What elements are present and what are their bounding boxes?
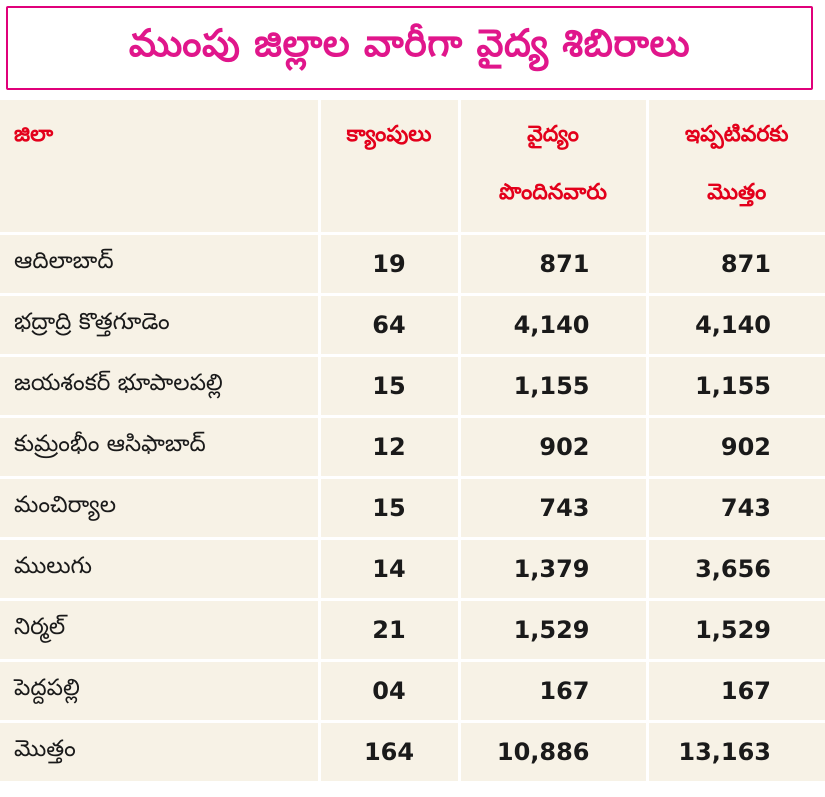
table-row: మంచిర్యాల 15 743 743 <box>0 477 825 540</box>
cell-total: 871 <box>645 233 825 296</box>
cell-treated: 167 <box>457 660 647 723</box>
table-row: ములుగు 14 1,379 3,656 <box>0 538 825 601</box>
cell-camps: 19 <box>317 233 459 296</box>
cell-camps: 04 <box>317 660 459 723</box>
cell-district: జయశంకర్ భూపాలపల్లి <box>0 355 319 418</box>
cell-district: ఆదిలాబాద్ <box>0 233 319 296</box>
cell-camps: 21 <box>317 599 459 662</box>
header-camps-label: క్యాంపులు <box>346 122 432 147</box>
title-banner: ముంపు జిల్లాల వారీగా వైద్య శిబిరాలు <box>6 6 813 90</box>
table-row: జయశంకర్ భూపాలపల్లి 15 1,155 1,155 <box>0 355 825 418</box>
cell-total: 4,140 <box>645 294 825 357</box>
cell-district: మొత్తం <box>0 721 319 781</box>
cell-total: 1,155 <box>645 355 825 418</box>
cell-camps: 12 <box>317 416 459 479</box>
cell-treated: 10,886 <box>457 721 647 781</box>
cell-district: మంచిర్యాల <box>0 477 319 540</box>
cell-total: 1,529 <box>645 599 825 662</box>
cell-total: 167 <box>645 660 825 723</box>
cell-treated: 4,140 <box>457 294 647 357</box>
cell-camps: 64 <box>317 294 459 357</box>
header-treated-line1: వైద్యం <box>527 122 579 147</box>
cell-treated: 1,155 <box>457 355 647 418</box>
cell-treated: 1,529 <box>457 599 647 662</box>
cell-treated: 871 <box>457 233 647 296</box>
cell-total: 743 <box>645 477 825 540</box>
table-header-row: జిలా క్యాంపులు వైద్యం పొందినవారు ఇప్పటివ… <box>0 100 825 235</box>
header-treated-line2: పొందినవారు <box>499 180 607 205</box>
table-row: ఆదిలాబాద్ 19 871 871 <box>0 233 825 296</box>
cell-total: 13,163 <box>645 721 825 781</box>
cell-camps: 15 <box>317 477 459 540</box>
medical-camps-table: జిలా క్యాంపులు వైద్యం పొందినవారు ఇప్పటివ… <box>0 100 825 781</box>
cell-district: భద్రాద్రి కొత్తగూడెం <box>0 294 319 357</box>
table-row: పెద్దపల్లి 04 167 167 <box>0 660 825 723</box>
header-district: జిలా <box>0 100 319 235</box>
header-camps: క్యాంపులు <box>317 100 459 235</box>
cell-treated: 1,379 <box>457 538 647 601</box>
cell-district: పెద్దపల్లి <box>0 660 319 723</box>
cell-district: ములుగు <box>0 538 319 601</box>
header-district-label: జిలా <box>14 122 54 147</box>
cell-camps: 164 <box>317 721 459 781</box>
header-total: ఇప్పటివరకు మొత్తం <box>645 100 825 235</box>
table-row: భద్రాద్రి కొత్తగూడెం 64 4,140 4,140 <box>0 294 825 357</box>
cell-district: కుమ్రంభీం ఆసిఫాబాద్ <box>0 416 319 479</box>
header-total-line1: ఇప్పటివరకు <box>684 122 789 147</box>
cell-camps: 15 <box>317 355 459 418</box>
header-total-line2: మొత్తం <box>707 180 767 205</box>
cell-treated: 902 <box>457 416 647 479</box>
page-title: ముంపు జిల్లాల వారీగా వైద్య శిబిరాలు <box>128 21 691 65</box>
cell-total: 902 <box>645 416 825 479</box>
table-row: కుమ్రంభీం ఆసిఫాబాద్ 12 902 902 <box>0 416 825 479</box>
table-row: నిర్మల్ 21 1,529 1,529 <box>0 599 825 662</box>
header-treated: వైద్యం పొందినవారు <box>457 100 647 235</box>
table-total-row: మొత్తం 164 10,886 13,163 <box>0 721 825 781</box>
table-body: ఆదిలాబాద్ 19 871 871 భద్రాద్రి కొత్తగూడెం 64 4… <box>0 233 825 781</box>
cell-total: 3,656 <box>645 538 825 601</box>
cell-treated: 743 <box>457 477 647 540</box>
cell-district: నిర్మల్ <box>0 599 319 662</box>
cell-camps: 14 <box>317 538 459 601</box>
